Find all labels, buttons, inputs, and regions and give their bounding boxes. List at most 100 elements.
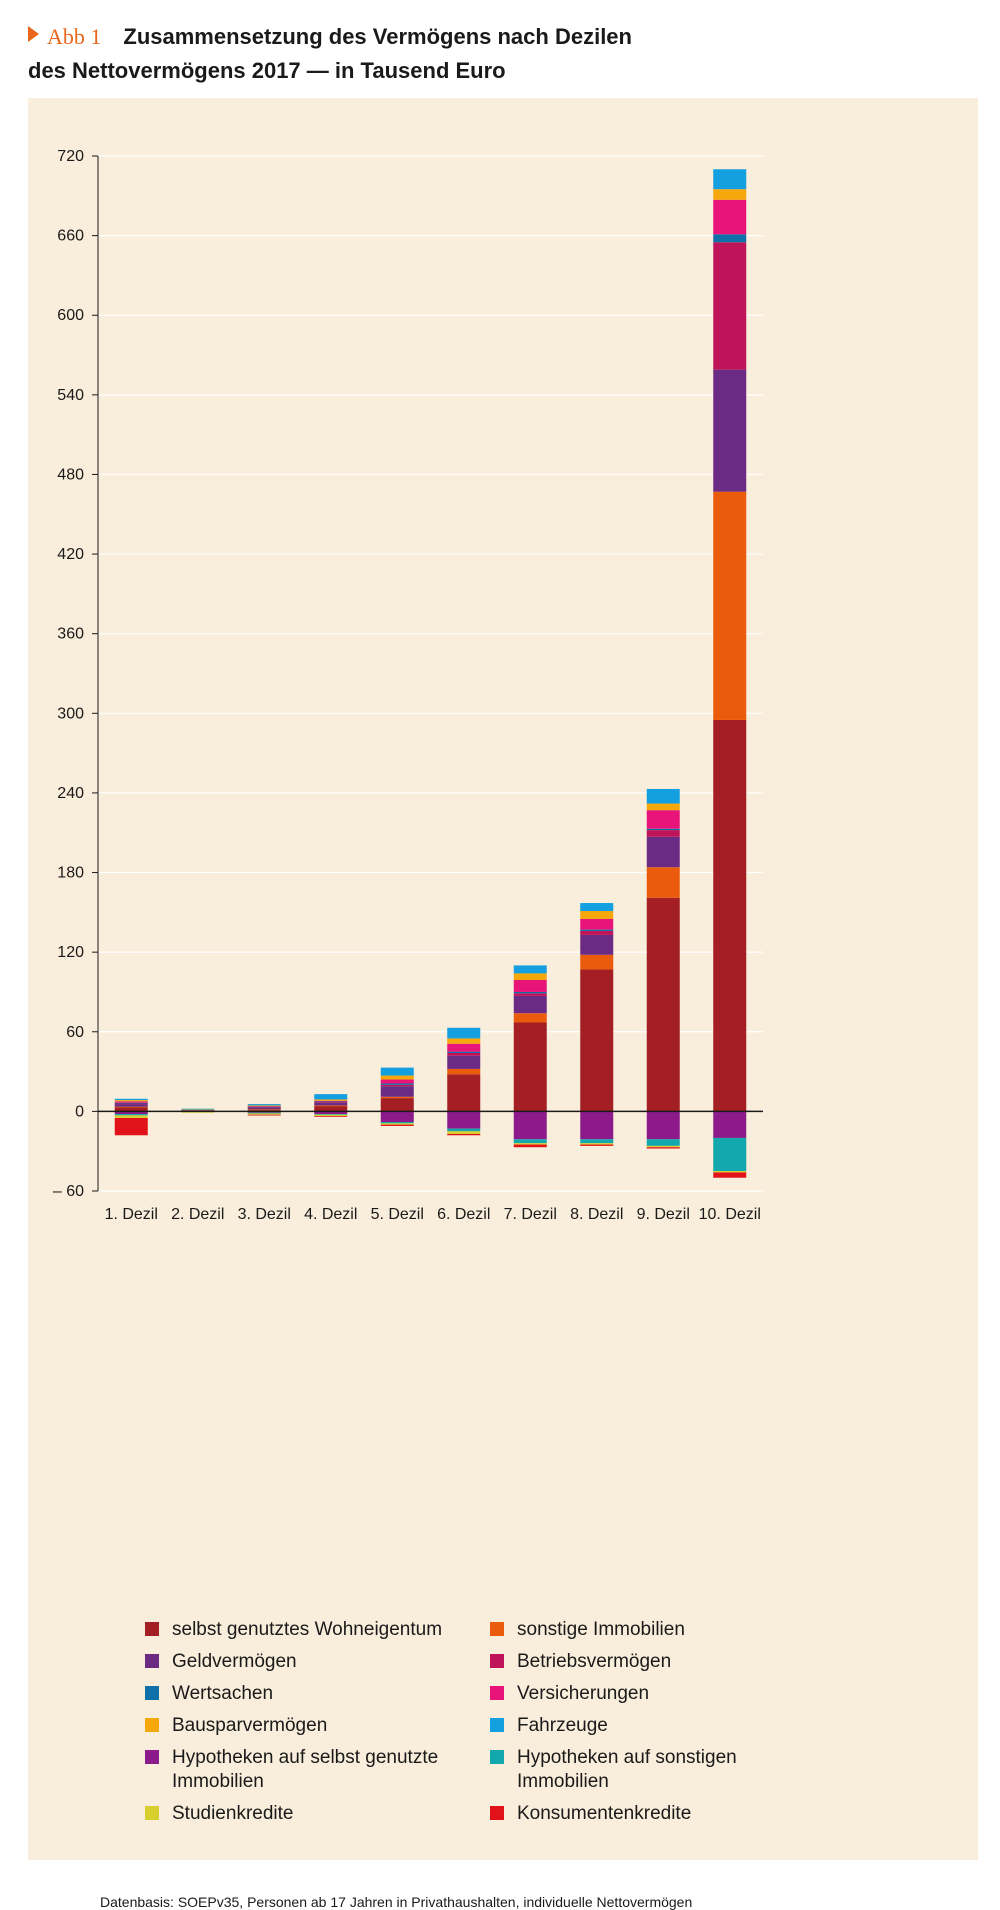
bar-segment	[380, 1122, 414, 1124]
bar-segment	[447, 1051, 481, 1053]
legend-item: Bausparvermögen	[145, 1714, 490, 1738]
bar-segment	[380, 1123, 414, 1125]
bar-segment	[447, 1133, 481, 1136]
legend-swatch	[145, 1622, 159, 1636]
chart-panel: – 60 0 60 120 180 240 300 360 420 480 540 600 660 720…	[28, 98, 978, 1910]
legend-swatch	[145, 1686, 159, 1700]
bar-segment	[513, 991, 547, 994]
title-line-1: Abb 1 Zusammensetzung des Vermögens nach …	[28, 20, 988, 54]
bar-segment	[513, 1013, 547, 1023]
y-tick-label: 420	[57, 546, 84, 563]
legend-item: Versicherungen	[490, 1682, 785, 1706]
bar-segment	[114, 1118, 148, 1136]
legend-label: Geldvermögen	[172, 1651, 297, 1672]
bar-segment	[314, 1111, 348, 1115]
bar-segment	[114, 1106, 148, 1108]
bar-segment	[380, 1098, 414, 1112]
y-tick-label: 480	[57, 466, 84, 483]
bar-segment	[247, 1107, 281, 1109]
bar-segment	[513, 1143, 547, 1145]
bar-segment	[580, 934, 614, 955]
bar-segment	[513, 993, 547, 996]
x-tick-label: 7. Dezil	[504, 1206, 557, 1223]
bar-segment	[646, 803, 680, 811]
bar-segment	[646, 810, 680, 829]
figure-marker-triangle-icon	[28, 26, 39, 42]
bar-segment	[314, 1102, 348, 1106]
bar-segment	[713, 1111, 747, 1138]
bar-segment	[181, 1108, 215, 1110]
y-tick-label: 240	[57, 785, 84, 802]
bar-segment	[380, 1083, 414, 1085]
bar-segment	[646, 1147, 680, 1149]
x-tick-label: 8. Dezil	[570, 1206, 623, 1223]
y-tick-label: 720	[57, 148, 84, 165]
bar-segment	[380, 1075, 414, 1080]
bar-segment	[314, 1114, 348, 1115]
bar-segment	[713, 1137, 747, 1172]
x-tick-label: 5. Dezil	[371, 1206, 424, 1223]
legend-label: Hypotheken auf selbst genutzte Immobilie…	[172, 1747, 439, 1792]
figure-header: Abb 1 Zusammensetzung des Vermögens nach …	[28, 20, 988, 88]
legend-item: Fahrzeuge	[490, 1714, 785, 1738]
bar-segment	[713, 369, 747, 492]
bar-segment	[447, 1053, 481, 1056]
bar-segment	[114, 1104, 148, 1107]
legend-item: Konsumentenkredite	[490, 1802, 785, 1826]
bar-segment	[713, 491, 747, 720]
bar-segment	[447, 1131, 481, 1134]
legend-label: Hypotheken auf sonstigen Immobilien	[517, 1747, 737, 1792]
bar-segment	[447, 1043, 481, 1052]
legend-swatch	[490, 1622, 504, 1636]
legend-item: Geldvermögen	[145, 1650, 490, 1674]
bar-segment	[580, 911, 614, 919]
bar-segment	[646, 836, 680, 868]
y-tick-label: 60	[66, 1024, 84, 1041]
y-tick-label: 300	[57, 705, 84, 722]
bar-segment	[247, 1105, 281, 1107]
legend-swatch	[145, 1718, 159, 1732]
bar-segment	[447, 1128, 481, 1132]
bar-segment	[314, 1116, 348, 1117]
bar-segment	[314, 1102, 348, 1103]
legend-item: selbst genutztes Wohneigentum	[145, 1618, 490, 1642]
chart-legend: selbst genutztes Wohneigentum sonstige Im…	[145, 1618, 785, 1826]
bar-segment	[114, 1114, 148, 1116]
bar-segment	[114, 1098, 148, 1101]
bar-segment	[181, 1110, 215, 1111]
bar-segment	[447, 1068, 481, 1075]
bar-segment	[646, 1145, 680, 1148]
y-tick-label: 540	[57, 387, 84, 404]
legend-swatch	[145, 1654, 159, 1668]
bar-segment	[314, 1105, 348, 1107]
legend-item: sonstige Immobilien	[490, 1618, 785, 1642]
y-tick-label: 0	[75, 1103, 84, 1120]
bar-segment	[580, 918, 614, 930]
legend-label: selbst genutztes Wohneigentum	[172, 1619, 443, 1640]
bar-segment	[447, 1111, 481, 1129]
x-tick-label: 1. Dezil	[105, 1206, 158, 1223]
x-tick-label: 2. Dezil	[171, 1206, 224, 1223]
bar-segment	[314, 1106, 348, 1112]
bar-segment	[713, 719, 747, 1112]
x-tick-label: 10. Dezil	[699, 1206, 761, 1223]
bar-segment	[380, 1111, 414, 1122]
bar-segment	[580, 954, 614, 970]
bar-segment	[247, 1109, 281, 1111]
bar-segment	[513, 1022, 547, 1112]
bar-segment	[181, 1109, 215, 1111]
bar-segment	[247, 1104, 281, 1106]
legend-label: Versicherungen	[517, 1683, 650, 1704]
bar-segment	[713, 242, 747, 370]
bar-segment	[646, 830, 680, 837]
bar-segment	[713, 199, 747, 235]
legend-swatch	[490, 1806, 504, 1820]
bar-segment	[513, 980, 547, 992]
bar-segment	[447, 1027, 481, 1039]
bar-segment	[646, 897, 680, 1112]
chart-title-part-1: Zusammensetzung des Vermögens nach Dezil…	[123, 24, 632, 49]
legend-swatch	[490, 1686, 504, 1700]
chart-title-part-2: des Nettovermögens 2017 — in Tausend Eur…	[28, 58, 506, 83]
y-tick-label: 600	[57, 307, 84, 324]
y-tick-label: 180	[57, 865, 84, 882]
